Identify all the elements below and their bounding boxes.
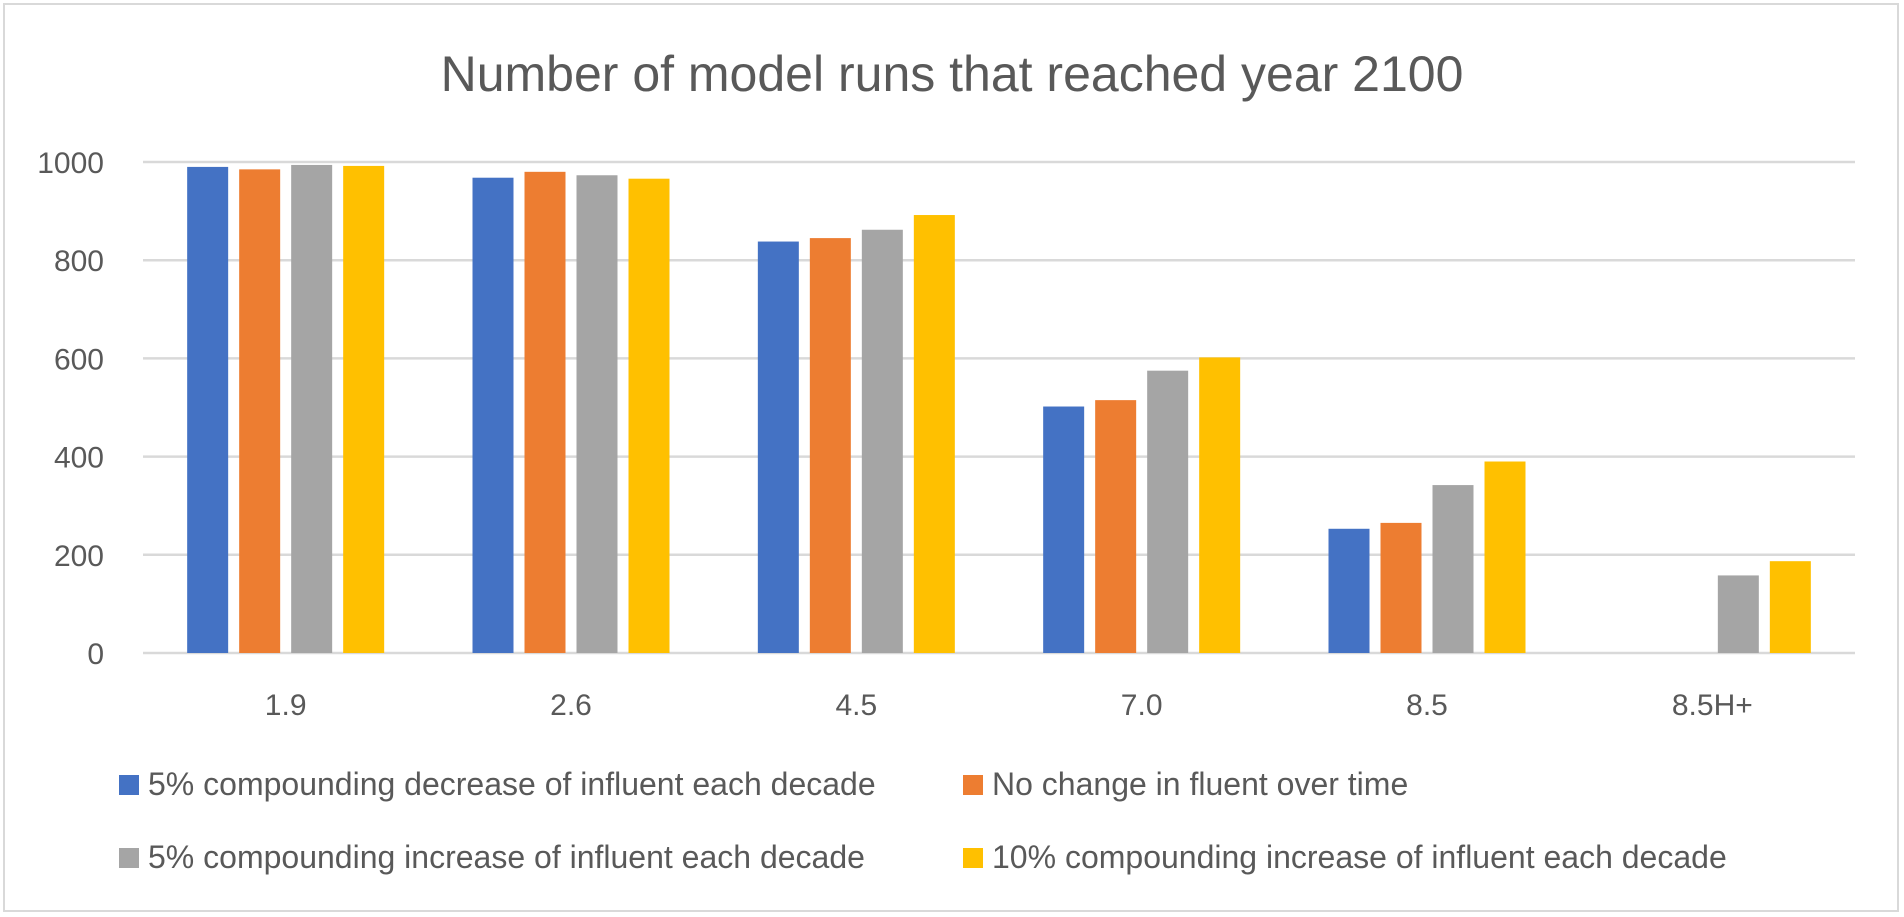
bar [809, 238, 851, 654]
bar [291, 164, 333, 654]
x-tick-label: 4.5 [835, 689, 877, 722]
legend-swatch [119, 848, 139, 868]
bar [187, 166, 229, 653]
y-tick-label: 0 [87, 638, 104, 671]
legend-item: 5% compounding increase of influent each… [119, 839, 865, 875]
legend-label: 10% compounding increase of influent eac… [992, 839, 1727, 875]
bar [628, 178, 670, 653]
legend-label: 5% compounding increase of influent each… [148, 839, 865, 875]
legend-item: No change in fluent over time [963, 766, 1408, 802]
bar [1328, 528, 1370, 653]
bar [472, 177, 514, 653]
x-tick-label: 2.6 [550, 689, 592, 722]
bar [1484, 461, 1526, 653]
legend-item: 10% compounding increase of influent eac… [963, 839, 1727, 875]
bar [343, 165, 385, 654]
x-axis-tick-labels: 1.9 2.6 4.5 7.0 8.5 8.5H+ [265, 689, 1753, 722]
bar [1095, 400, 1137, 653]
x-tick-label: 7.0 [1121, 689, 1163, 722]
y-tick-label: 600 [54, 343, 104, 376]
bar [1147, 370, 1189, 653]
legend-item: 5% compounding decrease of influent each… [119, 766, 876, 802]
y-tick-label: 1000 [37, 147, 104, 180]
bar [913, 215, 955, 653]
bar [861, 229, 903, 653]
y-tick-label: 400 [54, 442, 104, 475]
bar [757, 241, 799, 654]
y-axis-tick-labels: 0 200 400 600 800 1000 [37, 147, 104, 671]
bar [576, 175, 618, 653]
x-tick-label: 8.5H+ [1672, 689, 1753, 722]
bar [524, 171, 566, 653]
legend: 5% compounding decrease of influent each… [119, 766, 1727, 875]
gridlines [143, 160, 1855, 655]
chart-title: Number of model runs that reached year 2… [441, 46, 1464, 102]
bar [1432, 485, 1474, 653]
y-tick-label: 200 [54, 540, 104, 573]
x-tick-label: 1.9 [265, 689, 307, 722]
bar [1199, 357, 1241, 653]
bar [1380, 522, 1422, 653]
legend-label: No change in fluent over time [992, 766, 1408, 802]
bar [239, 169, 281, 654]
bar [1717, 575, 1759, 653]
bar [1043, 406, 1085, 653]
legend-label: 5% compounding decrease of influent each… [148, 766, 876, 802]
legend-swatch [963, 848, 983, 868]
x-tick-label: 8.5 [1406, 689, 1448, 722]
bars [187, 164, 1811, 654]
y-tick-label: 800 [54, 245, 104, 278]
legend-swatch [119, 775, 139, 795]
legend-swatch [963, 775, 983, 795]
bar [1769, 561, 1811, 653]
